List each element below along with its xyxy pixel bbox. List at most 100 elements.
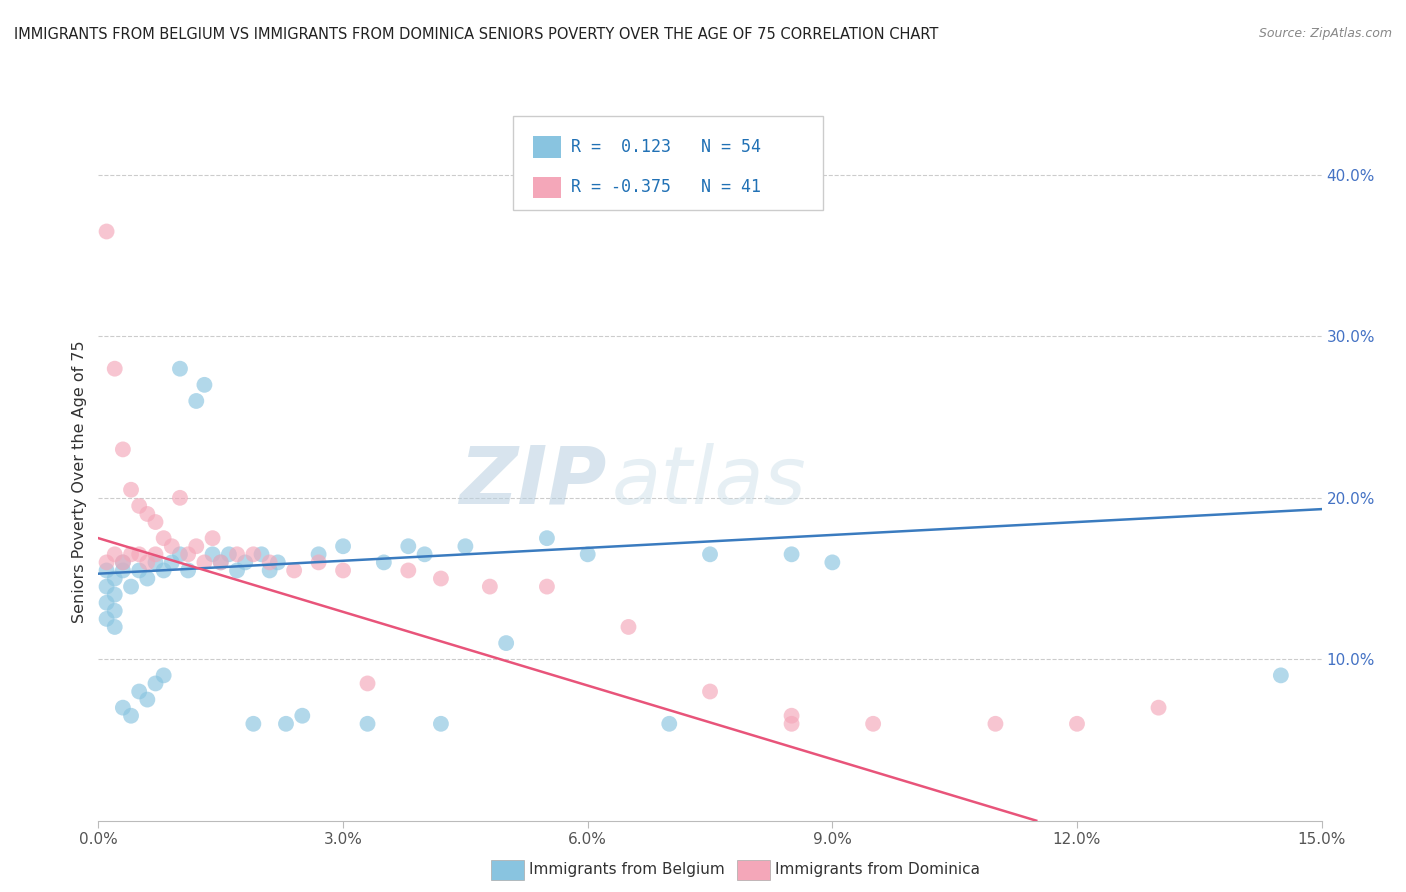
Point <box>233 555 256 569</box>
Point <box>169 547 191 561</box>
Point <box>430 572 453 586</box>
Point <box>283 564 305 578</box>
Point <box>104 572 127 586</box>
Point <box>308 547 330 561</box>
Point <box>111 555 134 569</box>
Point <box>699 547 721 561</box>
Y-axis label: Seniors Poverty Over the Age of 75: Seniors Poverty Over the Age of 75 <box>72 341 87 623</box>
Point <box>658 716 681 731</box>
Point <box>128 564 150 578</box>
Point <box>145 555 167 569</box>
Point <box>242 547 264 561</box>
Text: ZIP: ZIP <box>458 442 606 521</box>
Point <box>104 361 127 376</box>
Point <box>169 361 191 376</box>
Point <box>209 555 232 569</box>
Point <box>201 547 224 561</box>
Point <box>536 531 558 545</box>
Point <box>1147 700 1170 714</box>
Point <box>160 539 183 553</box>
Point <box>145 547 167 561</box>
Point <box>104 604 127 618</box>
Point <box>274 716 297 731</box>
Text: Immigrants from Dominica: Immigrants from Dominica <box>775 863 980 877</box>
Point <box>111 555 134 569</box>
Point <box>193 377 215 392</box>
Text: Immigrants from Belgium: Immigrants from Belgium <box>529 863 724 877</box>
Point <box>128 547 150 561</box>
Point <box>96 580 118 594</box>
Point <box>1066 716 1088 731</box>
Point <box>536 580 558 594</box>
Point <box>699 684 721 698</box>
Point <box>152 531 174 545</box>
Point <box>120 580 142 594</box>
Point <box>120 708 142 723</box>
Point <box>617 620 640 634</box>
Point <box>332 564 354 578</box>
Point <box>413 547 436 561</box>
Point <box>308 555 330 569</box>
Point <box>862 716 884 731</box>
Point <box>396 539 419 553</box>
Point <box>111 564 134 578</box>
Point <box>128 684 150 698</box>
Point <box>780 708 803 723</box>
Point <box>356 676 378 690</box>
Point <box>226 547 249 561</box>
Point <box>373 555 395 569</box>
Point <box>96 596 118 610</box>
Point <box>177 564 200 578</box>
Point <box>396 564 419 578</box>
Point <box>104 588 127 602</box>
Point <box>478 580 501 594</box>
Point <box>186 539 208 553</box>
Point <box>96 555 118 569</box>
Point <box>250 547 273 561</box>
Point <box>136 692 159 706</box>
Point <box>1270 668 1292 682</box>
Point <box>120 483 142 497</box>
Text: IMMIGRANTS FROM BELGIUM VS IMMIGRANTS FROM DOMINICA SENIORS POVERTY OVER THE AGE: IMMIGRANTS FROM BELGIUM VS IMMIGRANTS FR… <box>14 27 938 42</box>
Text: R = -0.375   N = 41: R = -0.375 N = 41 <box>571 178 761 196</box>
Point <box>259 555 281 569</box>
Point <box>104 620 127 634</box>
Point <box>332 539 354 553</box>
Text: R =  0.123   N = 54: R = 0.123 N = 54 <box>571 138 761 156</box>
Point <box>136 572 159 586</box>
Point <box>984 716 1007 731</box>
Point <box>136 507 159 521</box>
Point <box>186 394 208 409</box>
Point <box>104 547 127 561</box>
Point <box>259 564 281 578</box>
Point <box>177 547 200 561</box>
Point <box>576 547 599 561</box>
Point <box>226 564 249 578</box>
Point <box>152 668 174 682</box>
Point <box>430 716 453 731</box>
Point <box>780 716 803 731</box>
Point <box>120 547 142 561</box>
Point <box>96 612 118 626</box>
Point <box>145 676 167 690</box>
Point <box>495 636 517 650</box>
Text: atlas: atlas <box>612 442 807 521</box>
Point <box>111 700 134 714</box>
Point <box>356 716 378 731</box>
Point <box>209 555 232 569</box>
Point <box>169 491 191 505</box>
Point <box>821 555 844 569</box>
Point <box>136 555 159 569</box>
Point <box>145 515 167 529</box>
Point <box>291 708 314 723</box>
Point <box>267 555 290 569</box>
Point <box>193 555 215 569</box>
Point <box>242 716 264 731</box>
Text: Source: ZipAtlas.com: Source: ZipAtlas.com <box>1258 27 1392 40</box>
Point <box>454 539 477 553</box>
Point <box>96 564 118 578</box>
Point <box>780 547 803 561</box>
Point <box>152 564 174 578</box>
Point <box>111 442 134 457</box>
Point <box>218 547 240 561</box>
